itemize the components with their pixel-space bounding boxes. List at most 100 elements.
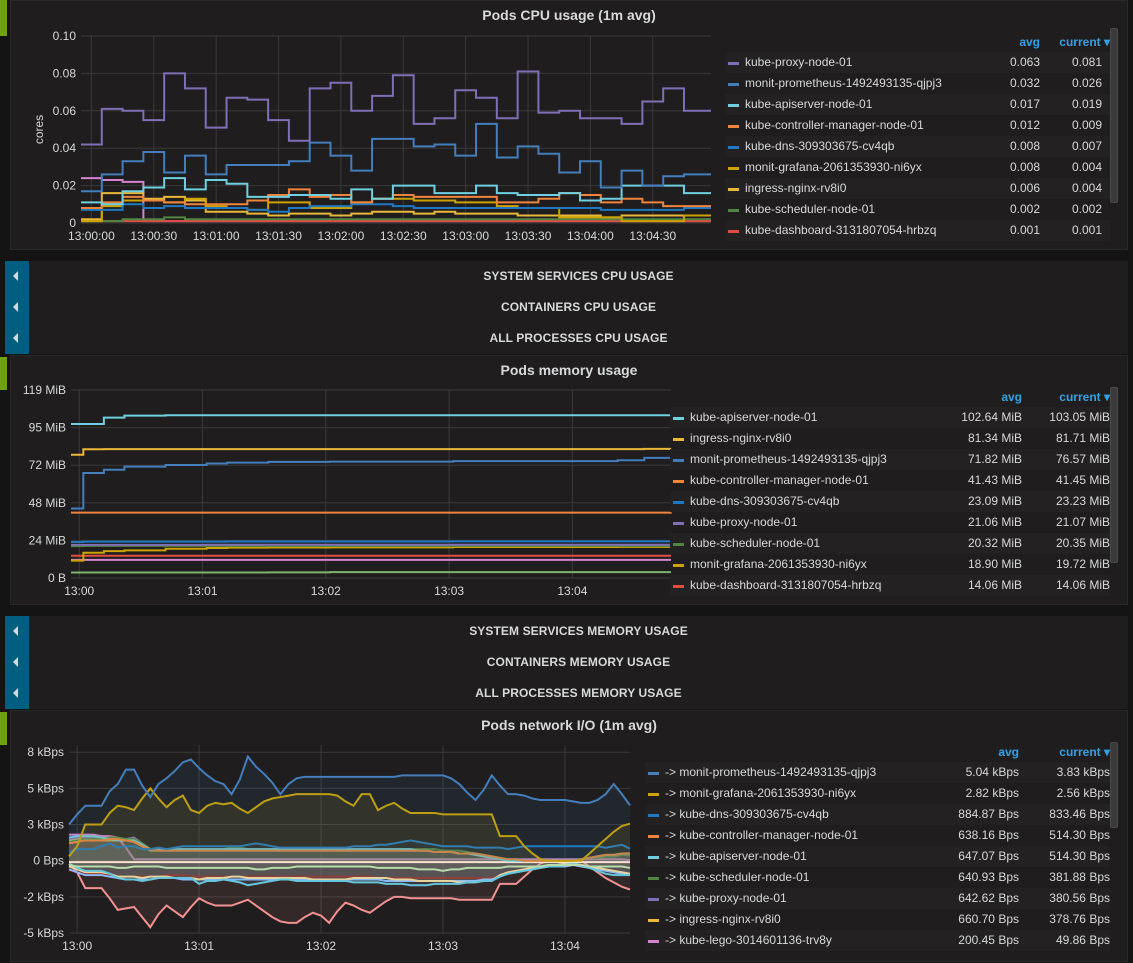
series-color-swatch[interactable] (673, 522, 684, 525)
series-color-swatch[interactable] (673, 501, 684, 504)
series-color-swatch[interactable] (648, 835, 659, 838)
row-title[interactable]: CONTAINERS CPU USAGE (29, 300, 1128, 314)
legend-series-name[interactable]: monit-prometheus-1492493135-qjpj3 (745, 73, 942, 94)
legend-series-name[interactable]: monit-grafana-2061353930-ni6yx (745, 157, 922, 178)
series-color-swatch[interactable] (728, 146, 739, 149)
legend-series-name[interactable]: kube-dns-309303675-cv4qb (690, 491, 839, 512)
legend-series-name[interactable]: kube-dashboard-3131807054-hrbzq (745, 220, 936, 241)
legend-series-name[interactable]: monit-grafana-2061353930-ni6yx (690, 554, 867, 575)
legend-series-name[interactable]: -> kube-controller-manager-node-01 (665, 825, 858, 846)
legend-sort-current[interactable]: current ▾ (1059, 35, 1110, 49)
legend-series-name[interactable]: -> kube-dns-309303675-cv4qb (665, 804, 829, 825)
row-title[interactable]: CONTAINERS MEMORY USAGE (29, 655, 1128, 669)
series-color-swatch[interactable] (728, 83, 739, 86)
legend-series-name[interactable]: ingress-nginx-rv8i0 (745, 178, 846, 199)
series-color-swatch[interactable] (728, 188, 739, 191)
row-containers-cpu-usage[interactable]: CONTAINERS CPU USAGE (5, 292, 1128, 323)
row-containers-memory-usage[interactable]: CONTAINERS MEMORY USAGE (5, 647, 1128, 678)
legend-series-name[interactable]: kube-scheduler-node-01 (690, 533, 820, 554)
legend-sort-avg[interactable]: avg (1019, 35, 1040, 49)
legend-series-name[interactable]: kube-dashboard-3131807054-hrbzq (690, 575, 881, 596)
legend-series-name[interactable]: kube-controller-manager-node-01 (745, 115, 924, 136)
legend-series-name[interactable]: ingress-nginx-rv8i0 (690, 428, 791, 449)
legend-series-name[interactable]: kube-apiserver-node-01 (690, 407, 817, 428)
series-color-swatch[interactable] (673, 438, 684, 441)
row-system-services-memory-usage[interactable]: SYSTEM SERVICES MEMORY USAGE (5, 616, 1128, 647)
legend-scrollbar[interactable] (1110, 742, 1118, 828)
legend-series-name[interactable]: -> kube-lego-3014601136-trv8y (665, 930, 832, 951)
legend-sort-current[interactable]: current ▾ (1059, 390, 1110, 404)
series-color-swatch[interactable] (728, 125, 739, 128)
series-color-swatch[interactable] (673, 480, 684, 483)
series-color-swatch[interactable] (728, 230, 739, 233)
series-color-swatch[interactable] (673, 417, 684, 420)
series-color-swatch[interactable] (648, 793, 659, 796)
legend-scrollbar[interactable] (1110, 28, 1118, 203)
series-color-swatch[interactable] (673, 543, 684, 546)
legend-series-name[interactable]: -> monit-grafana-2061353930-ni6yx (665, 783, 856, 804)
legend-series-name[interactable]: -> monit-prometheus-1492493135-qjpj3 (665, 762, 876, 783)
legend-series-name[interactable]: kube-dns-309303675-cv4qb (745, 136, 894, 157)
series-color-swatch[interactable] (648, 919, 659, 922)
legend-series-name[interactable]: kube-proxy-node-01 (690, 512, 797, 533)
caret-left-icon[interactable] (13, 333, 18, 343)
series-color-swatch[interactable] (728, 62, 739, 65)
series-color-swatch[interactable] (728, 104, 739, 107)
row-title[interactable]: ALL PROCESSES MEMORY USAGE (29, 686, 1128, 700)
legend-series-name[interactable]: -> ingress-nginx-rv8i0 (665, 909, 781, 930)
row-title[interactable]: ALL PROCESSES CPU USAGE (29, 331, 1128, 345)
legend-series-name[interactable]: kube-scheduler-node-01 (745, 199, 875, 220)
series-color-swatch[interactable] (648, 856, 659, 859)
series-color-swatch[interactable] (648, 940, 659, 943)
series-color-swatch[interactable] (673, 459, 684, 462)
legend-scrollbar[interactable] (1110, 387, 1118, 563)
caret-left-icon[interactable] (13, 626, 18, 636)
series-color-swatch[interactable] (673, 564, 684, 567)
legend-series-name[interactable]: -> kube-proxy-node-01 (665, 888, 787, 909)
caret-left-icon[interactable] (13, 688, 18, 698)
legend-sort-current[interactable]: current ▾ (1059, 745, 1110, 759)
legend-series-name[interactable]: kube-controller-manager-node-01 (690, 470, 869, 491)
legend-sort-avg[interactable]: avg (998, 745, 1019, 759)
legend-series-name[interactable]: -> kube-scheduler-node-01 (665, 867, 809, 888)
row-all-processes-memory-usage[interactable]: ALL PROCESSES MEMORY USAGE (5, 678, 1128, 709)
caret-left-icon[interactable] (13, 271, 18, 281)
series-color-swatch[interactable] (728, 209, 739, 212)
series-color-swatch[interactable] (648, 877, 659, 880)
row-all-processes-cpu-usage[interactable]: ALL PROCESSES CPU USAGE (5, 323, 1128, 354)
row-title[interactable]: SYSTEM SERVICES CPU USAGE (29, 269, 1128, 283)
row-system-services-cpu-usage[interactable]: SYSTEM SERVICES CPU USAGE (5, 261, 1128, 292)
row-title[interactable]: SYSTEM SERVICES MEMORY USAGE (29, 624, 1128, 638)
caret-left-icon[interactable] (13, 657, 18, 667)
legend-series-name[interactable]: -> kube-apiserver-node-01 (665, 846, 807, 867)
series-color-swatch[interactable] (648, 772, 659, 775)
legend-series-name[interactable]: kube-proxy-node-01 (745, 52, 852, 73)
series-color-swatch[interactable] (673, 585, 684, 588)
legend-sort-avg[interactable]: avg (1001, 390, 1022, 404)
